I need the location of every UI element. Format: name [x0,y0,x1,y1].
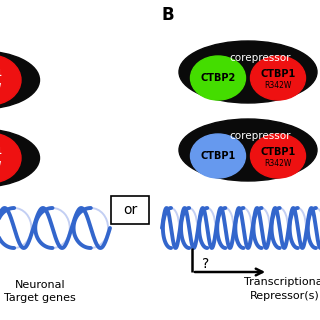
Text: Neuronal: Neuronal [15,280,65,290]
Text: ?: ? [202,257,210,271]
Text: corepressor: corepressor [229,131,291,141]
Text: CTBP2: CTBP2 [200,73,236,83]
Ellipse shape [0,129,39,187]
Ellipse shape [251,134,306,178]
Text: R342W: R342W [264,159,292,169]
Text: P1: P1 [0,148,2,156]
Ellipse shape [0,51,39,109]
Text: corepressor: corepressor [229,53,291,63]
Text: Repressor(s): Repressor(s) [250,291,320,301]
Ellipse shape [0,55,21,105]
Text: Target genes: Target genes [4,293,76,303]
Ellipse shape [179,119,317,181]
Text: or: or [123,203,137,217]
Text: W: W [0,84,1,92]
Text: CTBP1: CTBP1 [260,147,296,157]
Text: CTBP1: CTBP1 [200,151,236,161]
Ellipse shape [190,134,245,178]
Ellipse shape [190,56,245,100]
Ellipse shape [0,133,21,183]
Text: CTBP1: CTBP1 [260,69,296,79]
Text: R342W: R342W [264,82,292,91]
Text: Transcriptional: Transcriptional [244,277,320,287]
FancyBboxPatch shape [111,196,149,224]
Ellipse shape [251,56,306,100]
Text: B: B [162,6,174,24]
Text: W: W [0,162,1,171]
Text: P1: P1 [0,69,2,78]
Ellipse shape [179,41,317,103]
